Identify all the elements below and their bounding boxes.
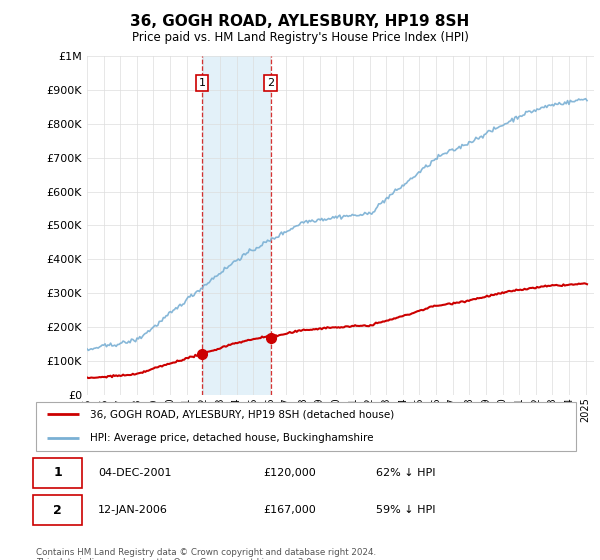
FancyBboxPatch shape [34,495,82,525]
Text: 1: 1 [53,466,62,479]
FancyBboxPatch shape [36,402,576,451]
Text: Price paid vs. HM Land Registry's House Price Index (HPI): Price paid vs. HM Land Registry's House … [131,31,469,44]
FancyBboxPatch shape [34,458,82,488]
Text: 2: 2 [53,503,62,517]
Text: 62% ↓ HPI: 62% ↓ HPI [376,468,436,478]
Text: 59% ↓ HPI: 59% ↓ HPI [376,505,436,515]
Bar [202,56,271,395]
Text: 1: 1 [199,78,206,88]
Text: Contains HM Land Registry data © Crown copyright and database right 2024.
This d: Contains HM Land Registry data © Crown c… [36,548,376,560]
Text: HPI: Average price, detached house, Buckinghamshire: HPI: Average price, detached house, Buck… [90,433,373,443]
Text: £167,000: £167,000 [263,505,316,515]
Text: 04-DEC-2001: 04-DEC-2001 [98,468,172,478]
Text: £120,000: £120,000 [263,468,316,478]
Text: 12-JAN-2006: 12-JAN-2006 [98,505,168,515]
Text: 2: 2 [267,78,274,88]
Text: 36, GOGH ROAD, AYLESBURY, HP19 8SH: 36, GOGH ROAD, AYLESBURY, HP19 8SH [130,14,470,29]
Text: 36, GOGH ROAD, AYLESBURY, HP19 8SH (detached house): 36, GOGH ROAD, AYLESBURY, HP19 8SH (deta… [90,409,394,419]
